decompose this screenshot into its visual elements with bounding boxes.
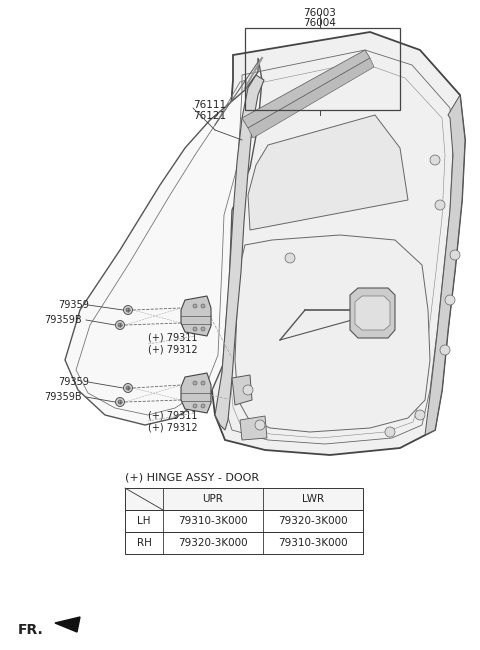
Polygon shape [181, 373, 211, 413]
Circle shape [193, 381, 197, 385]
Polygon shape [181, 296, 211, 336]
Circle shape [440, 345, 450, 355]
Circle shape [193, 304, 197, 308]
Circle shape [450, 250, 460, 260]
Circle shape [201, 381, 205, 385]
Text: 76121: 76121 [193, 111, 226, 121]
Circle shape [201, 327, 205, 331]
Polygon shape [210, 32, 465, 455]
Circle shape [243, 385, 253, 395]
Polygon shape [240, 416, 267, 440]
Text: (+) 79312: (+) 79312 [148, 422, 198, 432]
Circle shape [193, 404, 197, 408]
Text: (+) 79311: (+) 79311 [148, 333, 197, 343]
Circle shape [430, 155, 440, 165]
Text: 79359: 79359 [58, 377, 89, 387]
Circle shape [435, 200, 445, 210]
Circle shape [385, 427, 395, 437]
Text: 79359B: 79359B [44, 315, 82, 325]
Text: UPR: UPR [203, 494, 223, 504]
Circle shape [123, 384, 132, 393]
Circle shape [201, 304, 205, 308]
Text: LH: LH [137, 516, 151, 526]
Text: 79310-3K000: 79310-3K000 [278, 538, 348, 548]
Text: 76004: 76004 [303, 18, 336, 28]
Text: LWR: LWR [302, 494, 324, 504]
Text: FR.: FR. [18, 623, 44, 637]
Polygon shape [65, 58, 262, 425]
Polygon shape [242, 50, 370, 128]
Polygon shape [215, 75, 264, 430]
Polygon shape [248, 115, 408, 230]
Text: 79359B: 79359B [44, 392, 82, 402]
Circle shape [126, 386, 130, 390]
Circle shape [193, 327, 197, 331]
Text: 79359: 79359 [58, 300, 89, 310]
Text: 79310-3K000: 79310-3K000 [178, 516, 248, 526]
Bar [125, 510, 363, 532]
Polygon shape [425, 95, 465, 435]
Polygon shape [355, 296, 390, 330]
Circle shape [445, 295, 455, 305]
Polygon shape [55, 617, 80, 632]
Circle shape [118, 323, 122, 327]
Circle shape [116, 320, 124, 330]
Text: 79320-3K000: 79320-3K000 [178, 538, 248, 548]
Polygon shape [232, 375, 252, 405]
Polygon shape [248, 58, 374, 138]
Circle shape [123, 306, 132, 315]
Circle shape [255, 420, 265, 430]
Text: 76003: 76003 [303, 8, 336, 18]
Polygon shape [350, 288, 395, 338]
Circle shape [201, 404, 205, 408]
Bar [125, 488, 363, 510]
Circle shape [118, 400, 122, 404]
Circle shape [415, 410, 425, 420]
Polygon shape [235, 235, 430, 432]
Circle shape [126, 308, 130, 312]
Text: 79320-3K000: 79320-3K000 [278, 516, 348, 526]
Bar [125, 532, 363, 554]
Text: (+) HINGE ASSY - DOOR: (+) HINGE ASSY - DOOR [125, 472, 259, 482]
Bar [245, 28, 400, 110]
Circle shape [116, 398, 124, 406]
Text: (+) 79311: (+) 79311 [148, 410, 197, 420]
Text: RH: RH [137, 538, 151, 548]
Text: 76111: 76111 [193, 100, 226, 110]
Circle shape [285, 253, 295, 263]
Text: (+) 79312: (+) 79312 [148, 345, 198, 355]
